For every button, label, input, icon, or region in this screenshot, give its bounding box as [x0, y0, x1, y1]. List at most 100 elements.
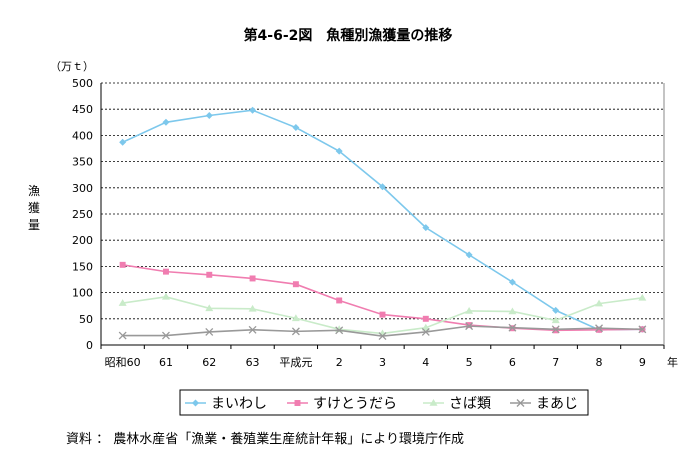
unit-label: （万ｔ）: [50, 60, 94, 73]
data-point: [162, 268, 169, 275]
y-tick-label: 50: [79, 313, 93, 326]
data-point: [379, 311, 386, 318]
data-point: [162, 118, 170, 126]
data-point: [205, 304, 214, 312]
x-tick-label: 4: [422, 356, 429, 369]
data-point: [335, 326, 344, 335]
y-tick-label: 500: [72, 77, 93, 90]
y-axis-label-char: 漁: [28, 184, 40, 198]
data-point: [465, 306, 474, 314]
data-point: [162, 331, 170, 340]
y-tick-label: 150: [72, 260, 93, 273]
x-axis-ticks: 昭和60 61 62 63 平成元 2 3 4 5 6 7 8 9 年: [100, 345, 678, 369]
source-note: 資料 ： 農林水産省「漁業・養殖業生産統計年報」により環境庁作成: [66, 431, 464, 447]
data-point: [465, 251, 473, 259]
data-point: [422, 224, 430, 232]
x-axis-suffix: 年: [667, 355, 678, 369]
data-point: [422, 315, 429, 322]
series-line: [122, 109, 643, 331]
y-tick-label: 400: [72, 129, 93, 142]
data-point-stroke: [335, 326, 344, 335]
y-axis-label-char: 量: [28, 218, 40, 232]
y-tick-label: 450: [72, 103, 93, 116]
x-tick-label: 5: [466, 356, 473, 369]
data-point: [248, 304, 257, 312]
x-tick-label: 3: [379, 356, 386, 369]
data-point-stroke: [595, 324, 603, 333]
data-point: [508, 323, 517, 332]
data-point: [552, 306, 560, 314]
data-point: [336, 297, 343, 304]
data-point: [596, 326, 603, 333]
data-point: [292, 124, 300, 132]
data-point: [118, 299, 127, 306]
data-point-stroke: [516, 399, 525, 407]
y-tick-label: 300: [72, 182, 93, 195]
x-tick-label: 63: [246, 356, 260, 369]
y-axis-label: 漁獲量: [28, 184, 40, 232]
data-point: [552, 327, 559, 334]
y-tick-label: 200: [72, 234, 93, 247]
data-point-stroke: [205, 327, 214, 336]
data-point: [248, 325, 257, 334]
series-まあじ: [118, 322, 647, 341]
data-point: [465, 322, 474, 331]
series-まいわし: [119, 106, 646, 334]
plot-area: [100, 83, 665, 346]
data-point: [118, 331, 127, 340]
x-tick-label: 昭和60: [105, 356, 141, 369]
data-point: [429, 399, 438, 406]
data-point: [508, 278, 516, 286]
data-point: [638, 293, 647, 301]
legend-label: まあじ: [536, 396, 578, 412]
y-tick-label: 350: [72, 156, 93, 169]
data-point: [249, 106, 257, 114]
data-point: [638, 325, 647, 334]
data-point: [335, 147, 343, 155]
x-tick-label: 61: [159, 356, 173, 369]
legend-item: さば類: [423, 396, 491, 412]
data-point: [551, 316, 560, 324]
data-point-stroke: [465, 322, 474, 331]
legend-item: まあじ: [510, 396, 578, 412]
data-point: [119, 261, 126, 268]
x-tick-label: 平成元: [279, 356, 312, 369]
series-group: [118, 106, 647, 341]
series-line: [122, 264, 643, 332]
x-tick-label: 8: [596, 356, 603, 369]
data-point-stroke: [162, 331, 170, 340]
data-point-stroke: [638, 325, 647, 334]
data-point: [249, 275, 256, 282]
y-tick-label: 100: [72, 287, 93, 300]
data-point: [161, 292, 170, 300]
data-point: [205, 111, 213, 119]
gridlines: [101, 82, 664, 320]
data-point: [379, 183, 386, 191]
x-tick-label: 7: [552, 356, 559, 369]
data-point-stroke: [118, 331, 127, 340]
data-point-stroke: [291, 327, 300, 336]
chart-title: 第4-6-2図 魚種別漁獲量の推移: [244, 27, 453, 44]
data-point: [294, 400, 301, 406]
data-point: [516, 399, 525, 407]
legend-item: まいわし: [185, 396, 267, 412]
x-tick-label: 9: [639, 356, 646, 369]
x-tick-label: 62: [202, 356, 216, 369]
data-point: [292, 281, 299, 288]
x-tick-label: 6: [509, 356, 516, 369]
legend: まいわし すけとうだら さば類 まあじ: [179, 389, 589, 416]
data-point: [291, 314, 300, 322]
data-point: [378, 332, 387, 341]
data-point-stroke: [551, 325, 560, 334]
legend-label: まいわし: [211, 396, 267, 412]
data-point: [421, 323, 430, 331]
data-point: [595, 299, 604, 307]
data-point: [421, 327, 430, 336]
data-point: [192, 399, 199, 407]
legend-item: すけとうだら: [287, 396, 397, 412]
data-point: [205, 327, 214, 336]
legend-label: さば類: [449, 396, 491, 412]
y-tick-label: 0: [86, 339, 93, 352]
data-point: [595, 324, 603, 333]
